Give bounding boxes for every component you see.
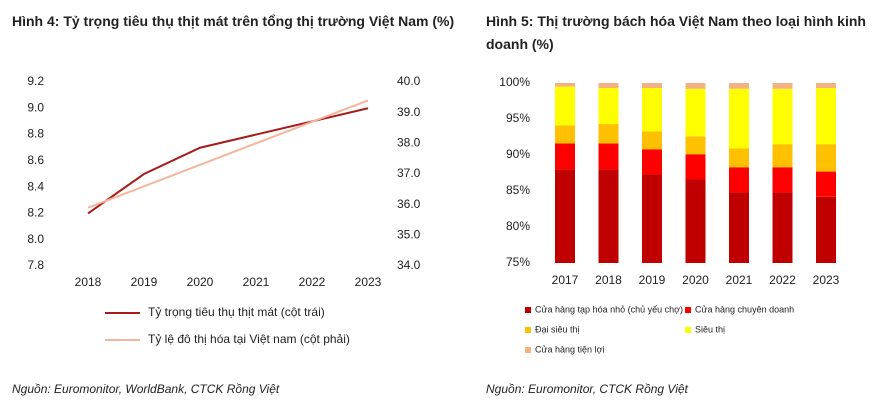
- bar-segment: [816, 196, 836, 263]
- bar-segment: [555, 125, 575, 144]
- x-tick-label: 2018: [75, 275, 102, 289]
- bar-segment: [685, 136, 706, 155]
- chart-title: Hình 5: Thị trường bách hóa Việt Nam the…: [486, 13, 866, 52]
- x-tick-label: 2019: [131, 275, 158, 289]
- bar-segment: [555, 143, 575, 170]
- bar-segment: [555, 86, 575, 126]
- bar-segment: [598, 83, 619, 89]
- bar-segment: [685, 179, 706, 263]
- x-tick-label: 2017: [552, 273, 579, 287]
- y-tick-label: 80%: [506, 219, 530, 233]
- legend-label: Cửa hàng tạp hóa nhỏ (chủ yếu chợ): [535, 304, 683, 314]
- legend-label: Cửa hàng tiện lợi: [535, 344, 604, 354]
- x-tick-label: 2022: [299, 275, 326, 289]
- y-tick-label: 8.2: [27, 206, 44, 220]
- y-tick-label: 8.6: [27, 153, 44, 167]
- bar-segment: [642, 174, 662, 263]
- bar-segment: [772, 192, 793, 263]
- bar-segment: [642, 83, 662, 89]
- y-tick-label: 9.0: [27, 100, 44, 114]
- y2-tick-label: 40.0: [397, 74, 421, 88]
- bar-segment: [685, 154, 706, 180]
- bar-segment: [598, 169, 619, 263]
- bar-segment: [642, 149, 662, 175]
- legend-swatch: [525, 307, 531, 313]
- y-tick-label: 100%: [499, 75, 530, 89]
- x-tick-label: 2018: [595, 273, 622, 287]
- bar-segment: [772, 144, 793, 168]
- y-tick-label: 8.4: [27, 179, 44, 193]
- bar-segment: [598, 124, 619, 144]
- bar-segment: [816, 144, 836, 172]
- x-tick-label: 2019: [639, 273, 666, 287]
- legend-swatch: [525, 347, 531, 353]
- legend-label: Tỷ lệ đô thị hóa tại Việt nam (cột phải): [148, 332, 350, 346]
- bar-segment: [685, 88, 706, 137]
- x-tick-label: 2023: [355, 275, 382, 289]
- bar-segment: [729, 192, 749, 263]
- bar-segment: [816, 171, 836, 197]
- bar-segment: [729, 167, 749, 193]
- chart-title: Hình 4: Tỷ trọng tiêu thụ thịt mát trên …: [12, 13, 455, 29]
- bar-segment: [642, 131, 662, 150]
- legend-label: Đại siêu thị: [535, 324, 580, 334]
- charts: 7.8 8.0 8.2 8.4 8.6 8.8 9.0 9.2 34.0 35.0 36.0 37.0…: [27, 74, 840, 354]
- source-note: Nguồn: Euromonitor, WorldBank, CTCK Rồng…: [12, 382, 280, 396]
- legend-label: Siêu thị: [695, 324, 725, 334]
- bar-segment: [685, 83, 706, 89]
- x-tick-label: 2021: [726, 273, 753, 287]
- bar-segment: [772, 83, 793, 89]
- y2-tick-label: 39.0: [397, 105, 421, 119]
- x-tick-label: 2022: [769, 273, 796, 287]
- bar-segment: [555, 169, 575, 263]
- bar-segment: [642, 88, 662, 132]
- x-tick-label: 2020: [187, 275, 214, 289]
- bar-segment: [729, 83, 749, 89]
- y2-tick-label: 38.0: [397, 136, 421, 150]
- y-tick-label: 95%: [506, 111, 530, 125]
- legend-label: Tỷ trọng tiêu thụ thịt mát (cột trái): [148, 305, 325, 319]
- y2-tick-label: 37.0: [397, 166, 421, 180]
- legend-label: Cửa hàng chuyên doanh: [695, 304, 794, 314]
- bar-segment: [555, 83, 575, 87]
- bar-segment: [729, 148, 749, 168]
- y-tick-label: 8.0: [27, 232, 44, 246]
- bar-segment: [816, 83, 836, 89]
- y2-tick-label: 36.0: [397, 197, 421, 211]
- y-tick-label: 75%: [506, 255, 530, 269]
- legend-swatch: [525, 327, 531, 333]
- bar-segment: [598, 88, 619, 125]
- bar-segment: [816, 88, 836, 145]
- y-tick-label: 8.8: [27, 127, 44, 141]
- bar-segment: [598, 143, 619, 170]
- x-tick-label: 2020: [682, 273, 709, 287]
- line-series: [87, 99, 369, 209]
- y-tick-label: 90%: [506, 147, 530, 161]
- line-series: [87, 107, 369, 215]
- y2-tick-label: 35.0: [397, 228, 421, 242]
- y-tick-label: 7.8: [27, 258, 44, 272]
- bar-segment: [772, 88, 793, 145]
- y2-tick-label: 34.0: [397, 258, 421, 272]
- legend-swatch: [685, 307, 691, 313]
- legend-swatch: [685, 327, 691, 333]
- x-tick-label: 2021: [243, 275, 270, 289]
- y-tick-label: 85%: [506, 183, 530, 197]
- bar-segment: [772, 167, 793, 193]
- y-tick-label: 9.2: [27, 74, 44, 88]
- source-note: Nguồn: Euromonitor, CTCK Rồng Việt: [486, 382, 688, 396]
- x-tick-label: 2023: [813, 273, 840, 287]
- bar-segment: [729, 88, 749, 149]
